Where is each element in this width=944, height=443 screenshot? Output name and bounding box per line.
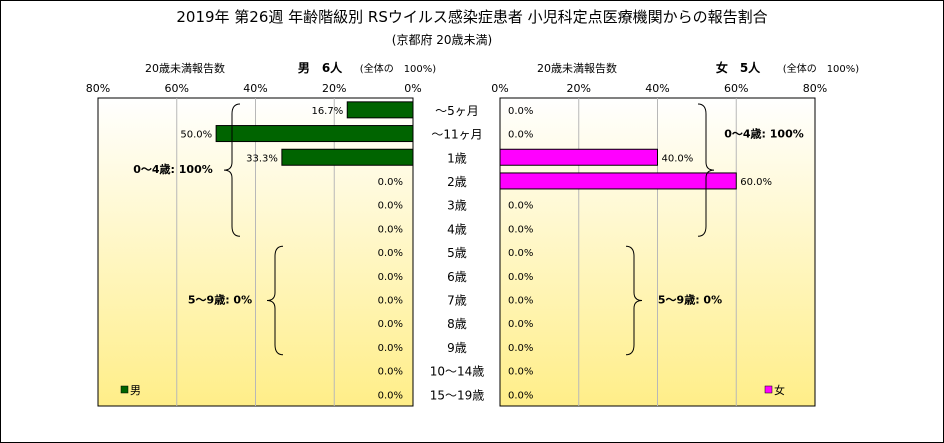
female-value-label: 0.0% [508, 201, 533, 212]
male-value-label: 0.0% [378, 248, 403, 259]
male-value-label: 0.0% [378, 295, 403, 306]
female-value-label: 0.0% [508, 295, 533, 306]
age-category-label: 7歳 [447, 293, 467, 307]
male-x-tick-label: 20% [322, 82, 346, 95]
female-x-tick-label: 60% [724, 82, 748, 95]
female-value-label: 0.0% [508, 106, 533, 117]
male-legend-label: 男 [130, 384, 141, 397]
age-category-label: 3歳 [447, 199, 467, 213]
male-bar [346, 101, 414, 119]
female-value-label: 0.0% [508, 390, 533, 401]
male-value-label: 0.0% [378, 224, 403, 235]
female-age-brace-0-4 [697, 103, 715, 237]
female-value-label: 0.0% [508, 130, 533, 141]
male-x-tick-label: 60% [165, 82, 189, 95]
male-total-note: (全体の 100%) [360, 62, 436, 75]
male-x-tick-label: 0% [404, 82, 421, 95]
female-value-label: 60.0% [740, 177, 772, 188]
female-value-label: 0.0% [508, 248, 533, 259]
female-value-label: 40.0% [662, 153, 694, 164]
age-category-label: 4歳 [447, 222, 467, 236]
female-bar [499, 148, 658, 166]
age-category-label: ～5ヶ月 [435, 104, 479, 118]
age-category-label: 1歳 [447, 151, 467, 165]
female-x-tick-label: 80% [803, 82, 827, 95]
male-value-label: 0.0% [378, 177, 403, 188]
male-value-label: 0.0% [378, 272, 403, 283]
male-annotation-0-4: 0～4歳: 100% [133, 162, 213, 176]
male-bar [281, 148, 414, 166]
female-legend-swatch [764, 385, 773, 394]
male-x-tick-label: 40% [243, 82, 267, 95]
female-value-label: 0.0% [508, 343, 533, 354]
male-value-label: 33.3% [246, 153, 278, 164]
chart-subtitle: (京都府 20歳未満) [392, 32, 492, 47]
male-value-label: 16.7% [311, 106, 343, 117]
male-value-label: 0.0% [378, 201, 403, 212]
male-value-label: 0.0% [378, 390, 403, 401]
male-side-header: 20歳未満報告数 [145, 62, 225, 75]
male-panel-title: 男 6人 [298, 60, 343, 75]
age-category-label: 5歳 [447, 246, 467, 260]
female-x-tick-label: 20% [567, 82, 591, 95]
female-value-label: 0.0% [508, 319, 533, 330]
female-total-note: (全体の 100%) [783, 62, 859, 75]
male-bar [215, 125, 414, 143]
age-category-label: 2歳 [447, 175, 467, 189]
female-x-tick-label: 0% [491, 82, 508, 95]
female-legend-label: 女 [774, 383, 785, 397]
age-category-label: 6歳 [447, 270, 467, 284]
male-x-tick-label: 80% [86, 82, 110, 95]
age-category-label: ～11ヶ月 [431, 128, 482, 142]
age-category-label: 9歳 [447, 341, 467, 355]
female-annotation-0-4: 0～4歳: 100% [724, 127, 804, 141]
female-age-brace-5-9 [625, 245, 643, 356]
age-category-label: 10～14歳 [430, 365, 485, 379]
female-side-header: 20歳未満報告数 [537, 62, 617, 75]
chart-title: 2019年 第26週 年齢階級別 RSウイルス感染症患者 小児科定点医療機関から… [176, 8, 767, 26]
female-value-label: 0.0% [508, 224, 533, 235]
male-age-brace-5-9 [266, 245, 284, 356]
male-annotation-5-9: 5～9歳: 0% [188, 292, 252, 306]
male-legend-swatch [120, 385, 129, 394]
female-bar [499, 172, 737, 190]
male-value-label: 0.0% [378, 367, 403, 378]
male-value-label: 0.0% [378, 319, 403, 330]
female-annotation-5-9: 5～9歳: 0% [658, 292, 722, 306]
female-panel-title: 女 5人 [716, 60, 761, 75]
male-age-brace-0-4 [223, 103, 241, 237]
age-category-label: 15～19歳 [430, 388, 485, 402]
age-category-label: 8歳 [447, 317, 467, 331]
male-value-label: 0.0% [378, 343, 403, 354]
female-value-label: 0.0% [508, 367, 533, 378]
female-value-label: 0.0% [508, 272, 533, 283]
male-value-label: 50.0% [180, 130, 212, 141]
female-x-tick-label: 40% [645, 82, 669, 95]
